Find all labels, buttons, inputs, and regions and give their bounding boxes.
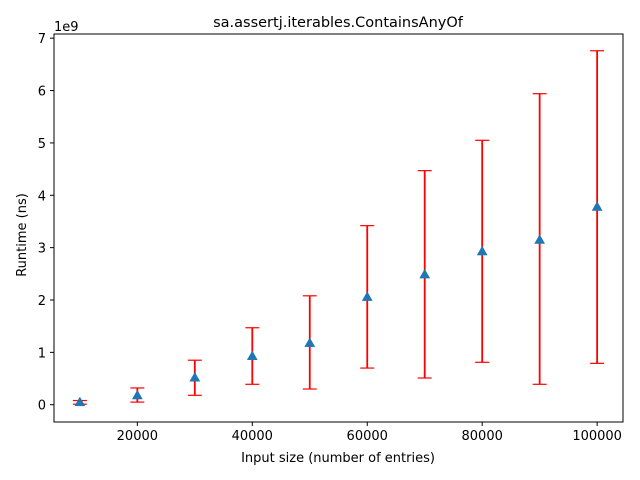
data-point	[246, 350, 258, 361]
data-point	[361, 291, 373, 301]
x-tick-label: 60000	[347, 429, 388, 444]
y-tick-label: 0	[38, 399, 46, 414]
plot-frame	[53, 33, 624, 423]
y-tick-label: 2	[38, 294, 46, 309]
y-ticks: 0 1 2 3 4 5 6 7	[38, 32, 54, 414]
y-offset-label: 1e9	[54, 20, 79, 35]
data-point	[591, 201, 603, 211]
y-tick-label: 5	[38, 137, 46, 152]
data-point	[304, 337, 316, 347]
data-point	[189, 371, 201, 382]
x-tick-label: 80000	[462, 429, 503, 444]
y-tick-label: 6	[38, 85, 46, 100]
y-tick-label: 4	[38, 189, 46, 204]
data-point	[131, 389, 143, 400]
x-axis-title: Input size (number of entries)	[241, 451, 435, 466]
y-axis-title: Runtime (ns)	[15, 193, 30, 277]
axes	[53, 33, 624, 423]
data-points	[74, 201, 603, 407]
error-bars	[72, 50, 605, 405]
x-tick-label: 40000	[232, 429, 273, 444]
x-tick-label: 100000	[572, 429, 622, 444]
x-tick-label: 20000	[117, 429, 158, 444]
y-tick-label: 1	[38, 346, 46, 361]
data-point	[419, 268, 431, 279]
y-tick-label: 3	[38, 242, 46, 257]
y-tick-label: 7	[38, 32, 46, 47]
chart-title: sa.assertj.iterables.ContainsAnyOf	[213, 15, 464, 31]
data-point	[534, 234, 546, 244]
x-ticks: 20000 40000 60000 80000 100000	[117, 422, 622, 444]
data-point	[74, 396, 86, 407]
data-point	[476, 245, 488, 256]
